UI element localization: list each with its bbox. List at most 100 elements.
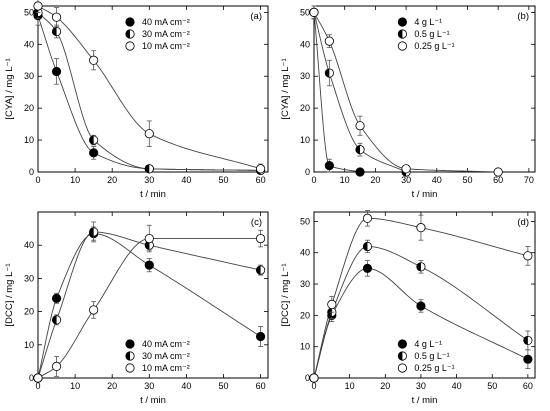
- data-point-open: [309, 373, 319, 383]
- x-tick-label: 50: [218, 381, 228, 391]
- x-tick-label: 20: [370, 175, 380, 185]
- y-tick-label: 0: [29, 373, 34, 383]
- data-point-filled: [324, 161, 334, 171]
- x-tick-label: 0: [35, 175, 40, 185]
- data-point-half-fill: [325, 68, 330, 78]
- data-point-open: [51, 12, 62, 22]
- legend-marker-half-fill: [398, 29, 403, 39]
- data-point-open: [401, 164, 411, 174]
- data-point-filled: [144, 260, 154, 270]
- panel-label: (a): [250, 11, 262, 22]
- x-tick-label: 20: [107, 381, 117, 391]
- y-tick-label: 30: [24, 71, 34, 81]
- data-point-open: [327, 299, 337, 309]
- legend-label: 0.25 g L⁻¹: [414, 363, 454, 373]
- data-point-filled: [51, 66, 62, 77]
- data-point-open: [355, 121, 365, 131]
- panel-b: 0 10 20 30 40 50 60 70 0 10 20 30 40 50 t / min [CYA] /…: [280, 5, 536, 200]
- panel-a: 0 10 20 30 40 50 60 0 10 20 30 40 50 t / min [CYA] / m…: [4, 0, 269, 200]
- x-tick-label: 0: [311, 175, 316, 185]
- legend-marker-half-fill: [398, 351, 403, 361]
- data-point-open: [144, 129, 154, 139]
- y-tick-label: 40: [300, 248, 310, 258]
- fit-curve: [313, 267, 529, 379]
- data-point-filled: [355, 167, 365, 177]
- data-point-half-fill: [52, 315, 57, 325]
- y-tick-label: 20: [300, 310, 310, 320]
- x-tick-label: 40: [181, 175, 191, 185]
- x-tick-label: 50: [462, 175, 472, 185]
- y-axis-label: [CYA] / mg L⁻¹: [4, 58, 15, 119]
- legend-label: 0.25 g L⁻¹: [414, 41, 454, 51]
- data-point-open: [33, 1, 43, 11]
- x-tick-label: 60: [493, 175, 503, 185]
- panel-label: (d): [517, 217, 529, 228]
- data-point-filled: [89, 148, 99, 158]
- x-tick-label: 30: [416, 381, 426, 391]
- plot-frame: [37, 211, 269, 379]
- x-tick-label: 10: [340, 175, 350, 185]
- data-point-filled: [362, 263, 373, 273]
- y-tick-label: 40: [24, 39, 34, 49]
- legend-marker-filled: [125, 339, 135, 349]
- y-tick-label: 10: [300, 342, 310, 352]
- x-tick-label: 50: [487, 381, 497, 391]
- x-tick-label: 40: [181, 381, 191, 391]
- data-point-half-fill: [145, 241, 150, 250]
- x-tick-label: 50: [218, 175, 228, 185]
- y-tick-label: 20: [300, 103, 310, 113]
- x-tick-label: 40: [432, 175, 442, 185]
- data-point-half-fill: [523, 336, 528, 345]
- x-tick-label: 10: [345, 381, 355, 391]
- data-point-open: [144, 233, 154, 244]
- data-point-open: [33, 373, 43, 383]
- x-axis-label: t / min: [140, 189, 166, 200]
- legend-label: 30 mA cm⁻²: [142, 351, 190, 361]
- legend-label: 4 g L⁻¹: [414, 17, 442, 27]
- y-tick-label: 10: [24, 135, 34, 145]
- plot-frame: [313, 5, 536, 173]
- panel-label: (b): [517, 11, 529, 22]
- y-tick-label: 50: [300, 216, 310, 226]
- x-tick-label: 30: [144, 175, 154, 185]
- data-point-half-fill: [89, 135, 94, 145]
- data-point-half-fill: [52, 27, 57, 36]
- data-point-filled: [416, 301, 426, 311]
- legend-label: 10 mA cm⁻²: [142, 363, 190, 373]
- x-tick-label: 60: [256, 381, 266, 391]
- y-tick-label: 0: [29, 167, 34, 177]
- x-tick-label: 30: [401, 175, 411, 185]
- x-axis-label: t / min: [412, 189, 438, 200]
- data-point-open: [523, 251, 533, 261]
- y-axis-label: [DCC] / mg L⁻¹: [280, 263, 291, 326]
- data-point-half-fill: [89, 227, 94, 237]
- legend-label: 30 mA cm⁻²: [142, 29, 190, 39]
- x-axis-label: t / min: [140, 395, 166, 406]
- legend-marker-open: [125, 363, 135, 373]
- data-point-filled: [51, 293, 62, 303]
- x-tick-label: 60: [523, 381, 533, 391]
- legend-label: 40 mA cm⁻²: [142, 17, 190, 27]
- y-axis-label: [CYA] / mg L⁻¹: [280, 58, 291, 119]
- legend-marker-open: [397, 363, 407, 373]
- plot-frame: [37, 5, 269, 173]
- legend-label: 40 mA cm⁻²: [142, 339, 190, 349]
- y-tick-label: 30: [24, 273, 34, 283]
- panel-label: (c): [251, 217, 262, 228]
- y-tick-label: 50: [300, 7, 310, 17]
- x-tick-label: 20: [107, 175, 117, 185]
- legend-marker-open: [125, 41, 135, 51]
- legend-marker-half-fill: [125, 29, 130, 39]
- x-tick-label: 30: [144, 381, 154, 391]
- x-tick-label: 0: [311, 381, 316, 391]
- legend-label: 4 g L⁻¹: [414, 339, 442, 349]
- y-tick-label: 40: [24, 240, 34, 250]
- x-tick-label: 10: [70, 175, 80, 185]
- data-point-open: [309, 7, 319, 17]
- data-point-open: [89, 305, 99, 315]
- data-point-half-fill: [355, 145, 361, 154]
- y-tick-label: 10: [300, 135, 310, 145]
- data-point-open: [362, 213, 373, 223]
- y-tick-label: 0: [305, 373, 310, 383]
